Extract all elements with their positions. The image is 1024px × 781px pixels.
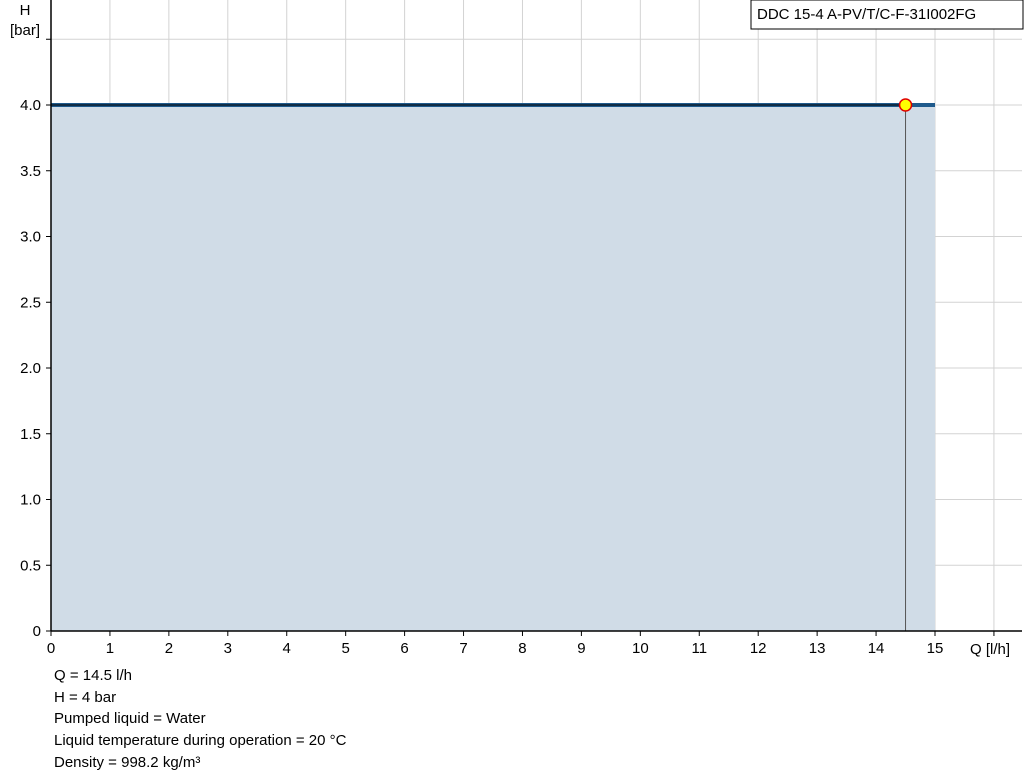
x-tick-label: 11 [691,640,707,657]
y-tick-label: 3.0 [20,229,41,246]
axes [46,0,1022,636]
info-head: H = 4 bar [54,688,117,706]
y-tick-label: 0 [33,623,41,640]
x-axis-label: Q [l/h] [970,641,1010,658]
y-tick-label: 1.0 [20,492,41,509]
y-tick-label: 2.5 [20,294,41,311]
chart-title: DDC 15-4 A-PV/T/C-F-31I002FG [757,6,976,23]
y-axis-label-unit: [bar] [10,22,40,39]
x-tick-label: 15 [927,640,944,657]
tick-labels: 0 1 2 3 4 5 6 7 8 9 10 11 12 13 14 1500.51.01.52.02.53.… [20,97,943,657]
info-liquid: Pumped liquid = Water [54,710,206,728]
x-tick-label: 1 [106,640,114,657]
x-tick-label: 4 [283,640,291,657]
x-tick-label: 10 [632,640,649,657]
x-tick-label: 7 [459,640,467,657]
y-tick-label: 1.5 [20,426,41,443]
x-tick-label: 2 [165,640,173,657]
x-tick-label: 12 [750,640,767,657]
operating-info: Q = 14.5 l/h H = 4 bar Pumped liquid = W… [54,665,346,774]
x-tick-label: 6 [400,640,408,657]
info-flow: Q = 14.5 l/h [54,667,132,684]
y-tick-label: 4.0 [20,97,41,114]
y-tick-label: 3.5 [20,163,41,180]
x-tick-label: 0 [47,640,55,657]
x-tick-label: 9 [577,640,585,657]
operating-point [898,98,913,112]
marks [51,98,935,631]
info-temperature: Liquid temperature during operation = 20… [54,732,347,750]
curve-area [51,105,935,631]
y-tick-label: 2.0 [20,360,41,377]
x-tick-label: 8 [518,640,526,657]
x-tick-label: 5 [341,640,349,657]
info-density: Density = 998.2 kg/m³ [54,753,201,771]
x-tick-label: 13 [809,640,826,657]
y-tick-label: 0.5 [20,557,41,574]
legend-box: DDC 15-4 A-PV/T/C-F-31I002FG [750,0,1024,30]
y-axis-label-h: H [20,2,31,19]
x-tick-label: 14 [868,640,885,657]
x-tick-label: 3 [224,640,232,657]
